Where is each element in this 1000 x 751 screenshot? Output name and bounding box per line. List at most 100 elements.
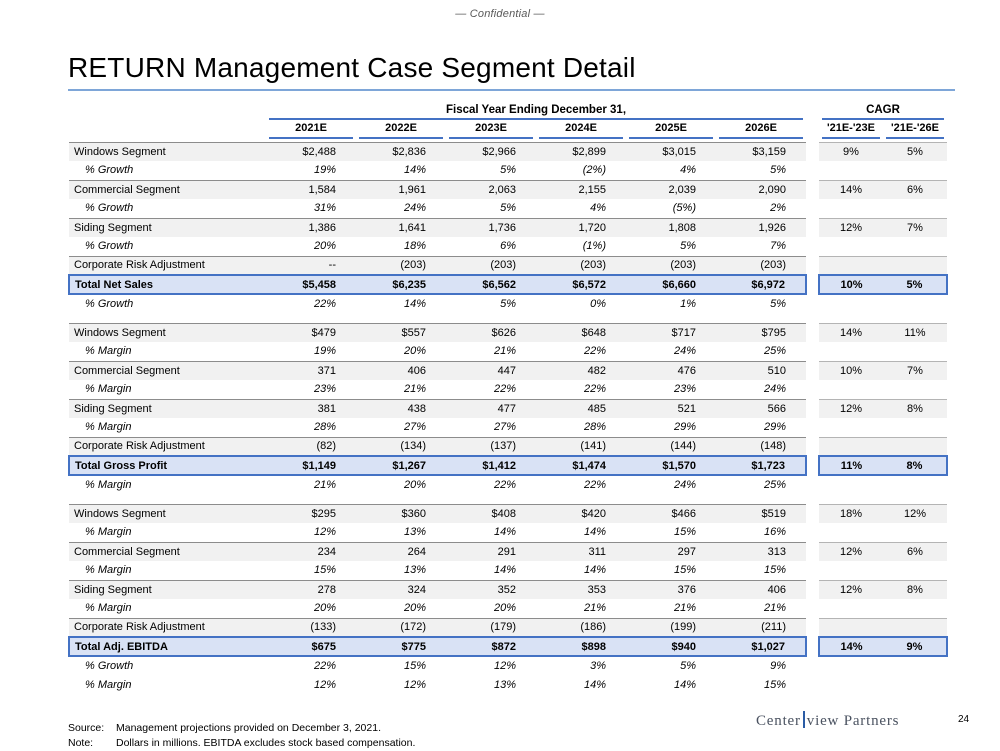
table-cell: 25% [763, 479, 786, 491]
table-cell: $1,027 [716, 636, 807, 657]
cagr-cell: 18% [819, 503, 883, 523]
table-cell: 28% [313, 421, 336, 434]
table-cell: (211) [716, 617, 806, 637]
table-cell: $295 [266, 503, 356, 523]
table-cell: 21% [673, 602, 696, 615]
table-cell: $3,015 [626, 141, 716, 161]
gap-cell [806, 361, 819, 380]
cagr-cell [819, 475, 883, 494]
fiscal-year-header: Fiscal Year Ending December 31, [266, 104, 806, 120]
table-cell: 438 [356, 398, 446, 418]
table-cell: 12% [493, 660, 516, 672]
table-cell: 15% [763, 564, 786, 577]
table-cell: 27% [493, 421, 516, 434]
table-cell: (148) [716, 436, 806, 456]
cagr-cell [883, 561, 947, 580]
empty-header-cell [69, 120, 266, 142]
table-cell: 5% [770, 164, 786, 177]
gap-cell [806, 523, 819, 542]
source-line: Source: Management projections provided … [68, 721, 415, 736]
table-cell: 0% [590, 298, 606, 310]
table-cell: 5% [770, 298, 786, 310]
row-label: % Margin [85, 421, 132, 434]
table-cell: $898 [536, 636, 626, 657]
cagr-cell: 12% [819, 541, 883, 561]
gap-cell [806, 675, 819, 694]
table-cell: (137) [446, 436, 536, 456]
table-cell: 485 [536, 398, 626, 418]
gap-cell [806, 218, 819, 237]
cagr-header: CAGR [819, 104, 947, 120]
row-label: % Growth [85, 202, 134, 215]
table-cell: $6,660 [626, 274, 716, 295]
table-cell: 311 [536, 541, 626, 561]
row-label: % Margin [85, 345, 132, 358]
cagr-cell [883, 255, 947, 275]
table-cell: $775 [356, 636, 446, 657]
row-label: Corporate Risk Adjustment [69, 255, 266, 275]
cagr-cell [883, 199, 947, 218]
spacer-cell [69, 494, 947, 504]
row-label: Commercial Segment [69, 179, 266, 199]
table-cell: $408 [446, 503, 536, 523]
cagr-cell: 9% [883, 636, 948, 657]
table-row: Commercial Segment 371 406 447 482 476 510 10% 7… [69, 360, 947, 380]
gap-cell [806, 580, 819, 599]
row-label: % Growth [85, 240, 134, 253]
table-cell: 3% [590, 660, 606, 672]
table-cell: 352 [446, 579, 536, 599]
table-cell: $5,458 [266, 274, 356, 295]
table-cell: 19% [313, 164, 336, 177]
table-row: Total Net Sales $5,458 $6,235 $6,562 $6,572 $… [68, 274, 948, 295]
table-cell: 381 [266, 398, 356, 418]
table-cell: (203) [626, 255, 716, 275]
row-label: Corporate Risk Adjustment [69, 617, 266, 637]
table-cell: $519 [716, 503, 806, 523]
gap-cell [806, 618, 819, 637]
cagr-cell [883, 380, 947, 399]
table-cell: $626 [446, 322, 536, 342]
gap-cell [806, 323, 819, 342]
table-row: % Margin 15% 13% 14% 14% 15% 15% [69, 561, 947, 580]
table-cell: 20% [493, 602, 516, 615]
row-label: Corporate Risk Adjustment [69, 436, 266, 456]
table-cell: 23% [673, 383, 696, 396]
gap-cell [806, 104, 819, 120]
cagr-cell: 14% [818, 636, 883, 657]
table-cell: 291 [446, 541, 536, 561]
table-cell: 16% [763, 526, 786, 539]
table-cell: 2,039 [626, 179, 716, 199]
row-label: % Margin [85, 526, 132, 539]
table-cell: 14% [583, 526, 606, 539]
title-rule [68, 89, 955, 91]
table-cell: $1,412 [446, 455, 536, 476]
table-cell: 19% [313, 345, 336, 358]
table-cell: 21% [493, 345, 516, 358]
table-cell: 21% [313, 479, 336, 491]
source-text: Management projections provided on Decem… [116, 722, 381, 734]
table-cell: (134) [356, 436, 446, 456]
cagr-cell: 7% [883, 217, 947, 237]
table-cell: 25% [763, 345, 786, 358]
table-cell: (82) [266, 436, 356, 456]
table-cell: 14% [493, 564, 516, 577]
table-cell: 1,720 [536, 217, 626, 237]
cagr-cell: 8% [883, 398, 947, 418]
row-label: Total Net Sales [68, 274, 266, 295]
row-label: Siding Segment [69, 217, 266, 237]
table-cell: (2%) [582, 164, 606, 177]
table-cell: 22% [583, 345, 606, 358]
cagr-cell [883, 523, 947, 542]
table-cell: 234 [266, 541, 356, 561]
table-cell: $3,159 [716, 141, 806, 161]
row-label: % Margin [85, 678, 132, 691]
table-cell: 5% [500, 298, 516, 310]
row-label: % Growth [85, 298, 134, 310]
table-row: Commercial Segment 234 264 291 311 297 313 12% 6… [69, 541, 947, 561]
table-cell: (141) [536, 436, 626, 456]
column-header-year: 2021E [266, 120, 356, 142]
table-cell: 20% [403, 479, 426, 491]
table-cell: 2% [770, 202, 786, 215]
cagr-cell [819, 656, 883, 675]
table-cell: (186) [536, 617, 626, 637]
